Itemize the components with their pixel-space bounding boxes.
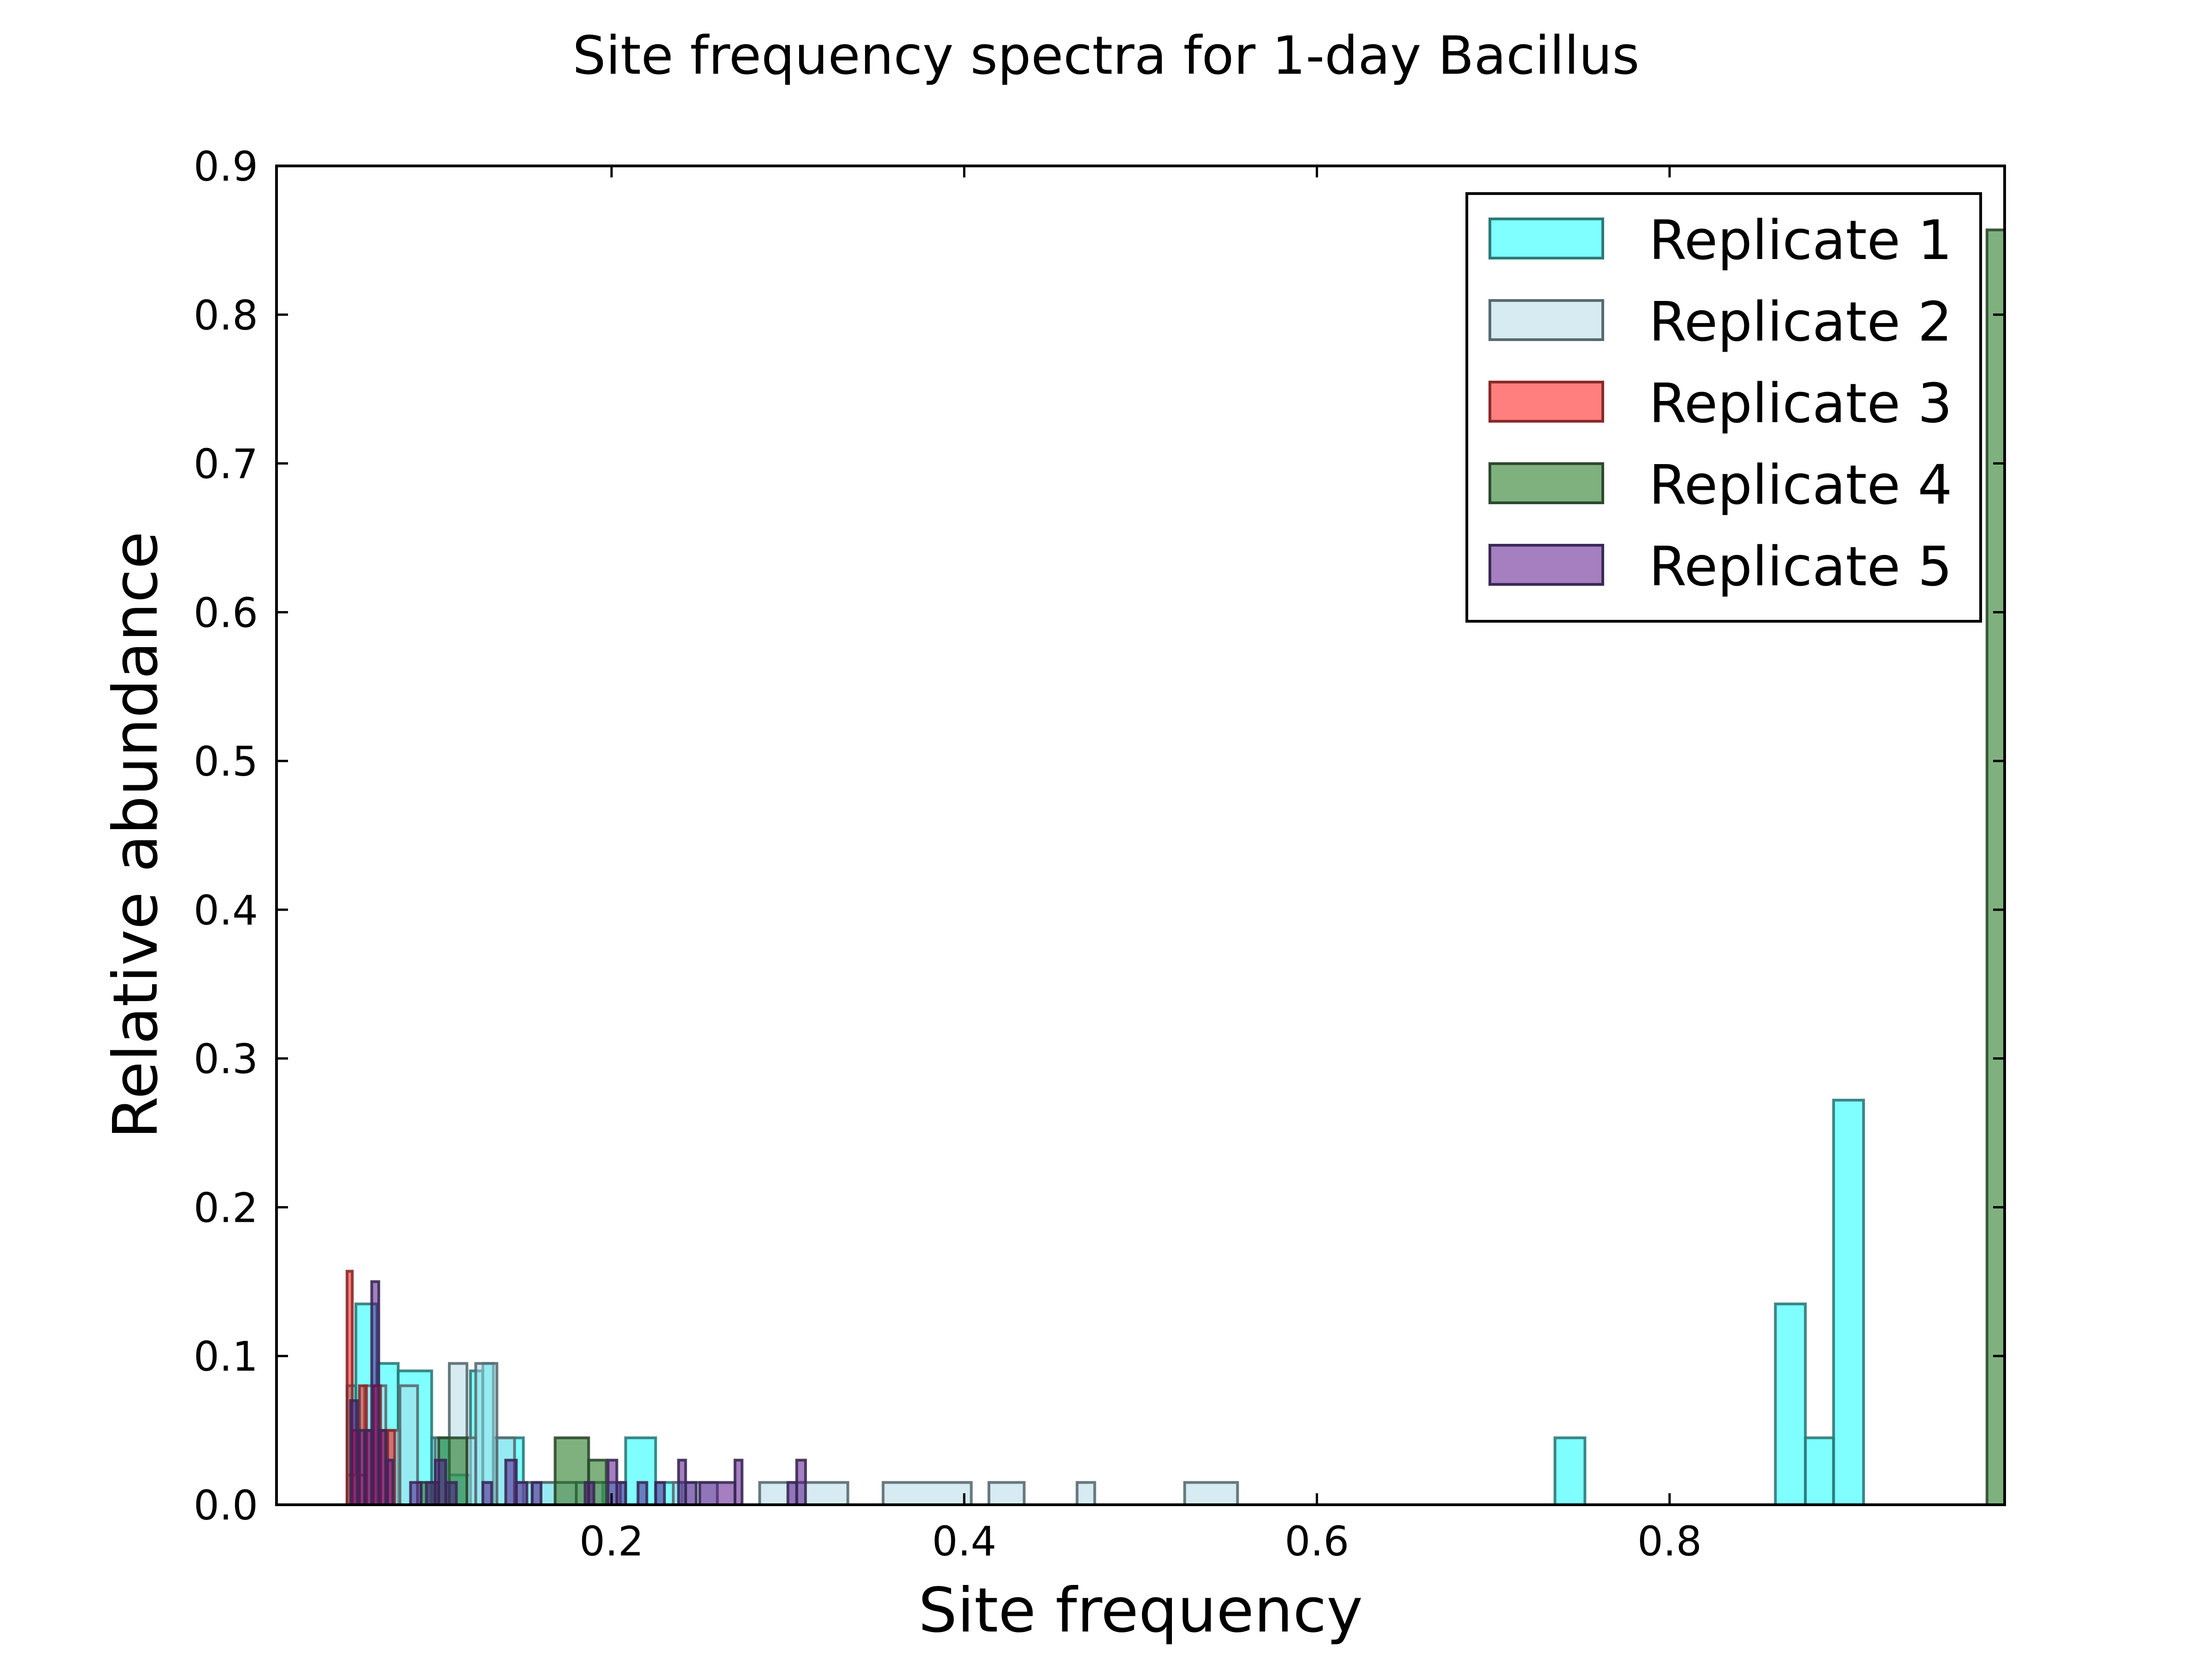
x-axis-label: Site frequency <box>918 1575 1363 1646</box>
bar-replicate-5-bin-15 <box>583 1481 595 1506</box>
y-tick-label: 0.7 <box>194 441 258 488</box>
y-tick-label: 0.5 <box>194 738 258 785</box>
y-tick-label: 0.2 <box>194 1184 258 1231</box>
x-tick-label: 0.6 <box>1285 1518 1349 1565</box>
y-tick-label: 0.3 <box>194 1036 258 1083</box>
bar-replicate-2-bin-16 <box>882 1481 973 1506</box>
bar-replicate-1-bin-14 <box>1553 1436 1587 1506</box>
bar-replicate-5-bin-19 <box>654 1481 666 1506</box>
bar-replicate-5-bin-25 <box>795 1459 807 1507</box>
chart-title: Site frequency spectra for 1-day Bacillu… <box>572 25 1639 86</box>
x-tick-label: 0.2 <box>579 1518 644 1565</box>
bar-replicate-1-bin-17 <box>1832 1099 1865 1506</box>
y-tick-label: 0.0 <box>194 1482 258 1529</box>
ticks-layer: 0.2 0.4 0.6 0.8 0.0 0.1 0.2 0.3 0.4 0.5 0.6 0.7 0.8 0… <box>194 143 2005 1565</box>
bar-replicate-5-bin-21 <box>684 1481 698 1506</box>
x-tick-label: 0.4 <box>932 1518 996 1565</box>
legend-swatch-replicate-3 <box>1488 381 1604 423</box>
legend-swatch-replicate-1 <box>1488 218 1604 259</box>
legend: Replicate 1 Replicate 2 Replicate 3 Replica… <box>1465 192 1982 623</box>
legend-swatch-replicate-2 <box>1488 299 1604 341</box>
bar-replicate-4-bin-5 <box>1985 228 2006 1506</box>
x-tick-label: 0.8 <box>1637 1518 1702 1565</box>
bar-replicate-1-bin-16 <box>1804 1436 1835 1506</box>
bar-replicate-5-bin-14 <box>530 1481 542 1506</box>
bar-replicate-2-bin-17 <box>987 1481 1026 1506</box>
legend-swatch-replicate-4 <box>1488 462 1604 504</box>
y-tick-label: 0.1 <box>194 1333 258 1380</box>
legend-label-replicate-2: Replicate 2 <box>1649 290 1952 353</box>
y-tick-label: 0.4 <box>194 887 258 934</box>
plot-frame <box>275 165 2006 1506</box>
bar-replicate-5-bin-17 <box>615 1481 627 1506</box>
legend-label-replicate-3: Replicate 3 <box>1649 371 1952 435</box>
y-tick-label: 0.6 <box>194 589 258 636</box>
bar-replicate-5-bin-22 <box>698 1481 736 1506</box>
legend-label-replicate-4: Replicate 4 <box>1649 453 1952 517</box>
bar-replicate-5-bin-23 <box>733 1459 744 1507</box>
bar-replicate-5-bin-7 <box>409 1481 423 1506</box>
legend-swatch-replicate-5 <box>1488 544 1604 586</box>
bar-replicate-4-bin-3 <box>553 1436 590 1506</box>
y-tick-label: 0.8 <box>194 292 258 339</box>
bar-replicate-1-bin-15 <box>1774 1302 1807 1506</box>
bar-replicate-5-bin-18 <box>636 1481 648 1506</box>
bar-replicate-5-bin-10 <box>444 1481 458 1506</box>
bar-replicate-2-bin-19 <box>1183 1481 1239 1506</box>
bar-replicate-2-bin-18 <box>1076 1481 1096 1506</box>
legend-label-replicate-1: Replicate 1 <box>1649 208 1952 272</box>
bar-replicate-5-bin-11 <box>481 1481 493 1506</box>
y-axis-label: Relative abundance <box>100 531 171 1139</box>
bar-replicate-5-bin-12 <box>504 1459 518 1507</box>
bar-replicate-5-bin-13 <box>515 1481 529 1506</box>
legend-label-replicate-5: Replicate 5 <box>1649 535 1952 598</box>
bar-replicate-5-bin-9 <box>434 1459 447 1507</box>
bar-replicate-5-bin-6 <box>384 1459 394 1507</box>
y-tick-label: 0.9 <box>194 143 258 190</box>
